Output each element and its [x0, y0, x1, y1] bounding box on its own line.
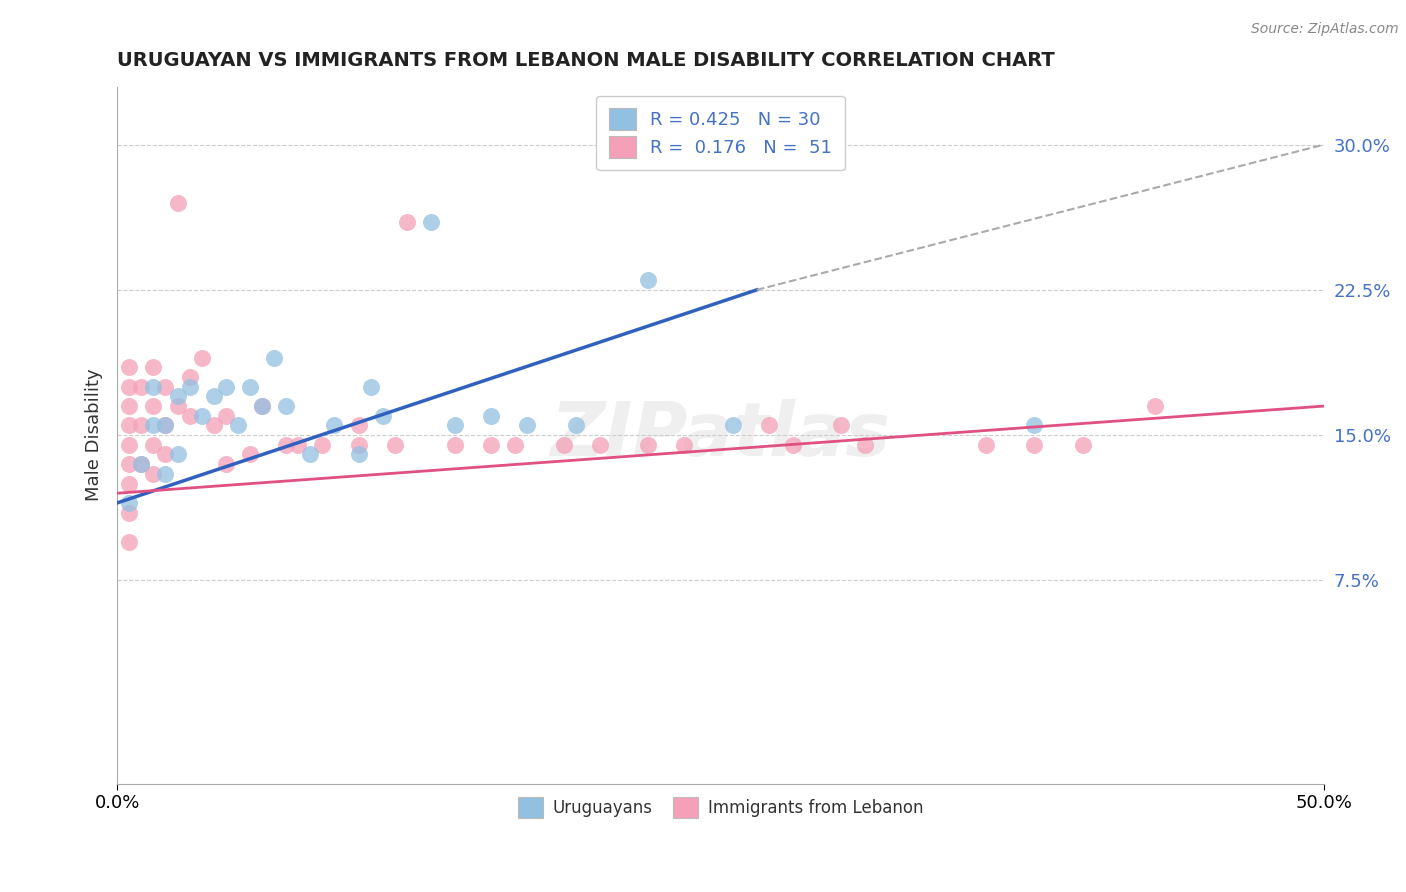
- Point: [479, 438, 502, 452]
- Point: [215, 409, 238, 423]
- Point: [239, 380, 262, 394]
- Point: [276, 399, 298, 413]
- Point: [516, 418, 538, 433]
- Point: [155, 418, 177, 433]
- Point: [637, 438, 659, 452]
- Point: [564, 418, 586, 433]
- Point: [202, 418, 225, 433]
- Point: [166, 448, 188, 462]
- Point: [118, 496, 141, 510]
- Point: [323, 418, 346, 433]
- Point: [215, 380, 238, 394]
- Point: [637, 273, 659, 287]
- Point: [589, 438, 612, 452]
- Point: [179, 370, 201, 384]
- Point: [142, 399, 165, 413]
- Point: [131, 457, 153, 471]
- Point: [142, 438, 165, 452]
- Point: [250, 399, 273, 413]
- Point: [118, 399, 141, 413]
- Point: [758, 418, 780, 433]
- Point: [226, 418, 249, 433]
- Point: [166, 195, 188, 210]
- Text: ZIPatlas: ZIPatlas: [551, 399, 890, 472]
- Point: [118, 506, 141, 520]
- Point: [360, 380, 382, 394]
- Point: [287, 438, 309, 452]
- Point: [118, 438, 141, 452]
- Point: [479, 409, 502, 423]
- Point: [311, 438, 333, 452]
- Point: [1024, 418, 1046, 433]
- Point: [179, 380, 201, 394]
- Point: [215, 457, 238, 471]
- Point: [202, 389, 225, 403]
- Text: Source: ZipAtlas.com: Source: ZipAtlas.com: [1251, 22, 1399, 37]
- Point: [118, 380, 141, 394]
- Point: [190, 409, 212, 423]
- Point: [131, 418, 153, 433]
- Point: [166, 389, 188, 403]
- Point: [444, 438, 467, 452]
- Point: [142, 380, 165, 394]
- Point: [444, 418, 467, 433]
- Point: [830, 418, 852, 433]
- Point: [263, 351, 285, 365]
- Point: [239, 448, 262, 462]
- Point: [190, 351, 212, 365]
- Point: [347, 418, 370, 433]
- Point: [782, 438, 804, 452]
- Point: [347, 438, 370, 452]
- Point: [276, 438, 298, 452]
- Point: [553, 438, 575, 452]
- Point: [155, 418, 177, 433]
- Point: [299, 448, 322, 462]
- Point: [166, 399, 188, 413]
- Point: [142, 467, 165, 481]
- Point: [347, 448, 370, 462]
- Point: [131, 380, 153, 394]
- Point: [505, 438, 527, 452]
- Point: [142, 418, 165, 433]
- Point: [673, 438, 696, 452]
- Point: [250, 399, 273, 413]
- Point: [118, 360, 141, 375]
- Point: [179, 409, 201, 423]
- Point: [1024, 438, 1046, 452]
- Point: [1071, 438, 1094, 452]
- Text: URUGUAYAN VS IMMIGRANTS FROM LEBANON MALE DISABILITY CORRELATION CHART: URUGUAYAN VS IMMIGRANTS FROM LEBANON MAL…: [117, 51, 1054, 70]
- Point: [853, 438, 876, 452]
- Point: [118, 418, 141, 433]
- Point: [142, 360, 165, 375]
- Point: [1143, 399, 1166, 413]
- Point: [118, 534, 141, 549]
- Point: [155, 380, 177, 394]
- Point: [155, 448, 177, 462]
- Point: [384, 438, 406, 452]
- Point: [131, 457, 153, 471]
- Point: [419, 215, 441, 229]
- Point: [395, 215, 418, 229]
- Point: [371, 409, 394, 423]
- Point: [721, 418, 744, 433]
- Point: [118, 457, 141, 471]
- Point: [974, 438, 997, 452]
- Point: [118, 476, 141, 491]
- Y-axis label: Male Disability: Male Disability: [86, 368, 103, 501]
- Point: [155, 467, 177, 481]
- Legend: Uruguayans, Immigrants from Lebanon: Uruguayans, Immigrants from Lebanon: [512, 790, 929, 824]
